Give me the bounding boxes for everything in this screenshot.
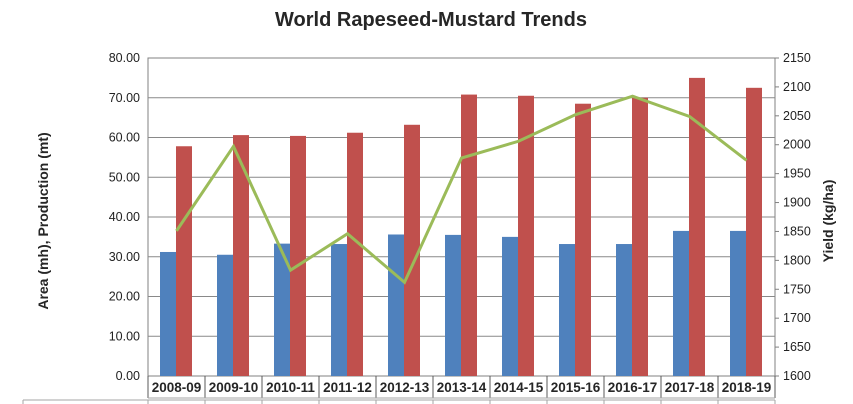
svg-text:Yield (kg/ha): Yield (kg/ha) <box>820 180 836 263</box>
svg-text:0.00: 0.00 <box>116 369 140 383</box>
svg-text:70.00: 70.00 <box>109 91 140 105</box>
svg-text:1600: 1600 <box>783 369 811 383</box>
svg-text:2012-13: 2012-13 <box>380 380 430 395</box>
svg-text:1900: 1900 <box>783 196 811 210</box>
svg-text:2010-11: 2010-11 <box>266 380 315 395</box>
svg-text:2011-12: 2011-12 <box>323 380 372 395</box>
svg-text:2009-10: 2009-10 <box>209 380 259 395</box>
svg-text:2017-18: 2017-18 <box>665 380 715 395</box>
svg-text:40.00: 40.00 <box>109 210 140 224</box>
svg-text:1750: 1750 <box>783 282 811 296</box>
svg-text:2015-16: 2015-16 <box>551 380 601 395</box>
svg-text:60.00: 60.00 <box>109 131 140 145</box>
svg-text:1650: 1650 <box>783 340 811 354</box>
svg-text:80.00: 80.00 <box>109 51 140 65</box>
svg-text:1700: 1700 <box>783 311 811 325</box>
svg-text:2008-09: 2008-09 <box>152 380 202 395</box>
svg-text:World Rapeseed-Mustard Trends: World Rapeseed-Mustard Trends <box>275 9 587 31</box>
svg-text:2014-15: 2014-15 <box>494 380 544 395</box>
svg-text:2013-14: 2013-14 <box>437 380 487 395</box>
svg-text:2150: 2150 <box>783 51 811 65</box>
svg-text:2050: 2050 <box>783 109 811 123</box>
svg-text:2016-17: 2016-17 <box>608 380 658 395</box>
svg-text:10.00: 10.00 <box>109 329 140 343</box>
svg-text:Area (mh), Production (mt): Area (mh), Production (mt) <box>35 132 51 309</box>
svg-text:2100: 2100 <box>783 80 811 94</box>
svg-text:20.00: 20.00 <box>109 290 140 304</box>
svg-text:1850: 1850 <box>783 224 811 238</box>
svg-text:50.00: 50.00 <box>109 170 140 184</box>
svg-text:1800: 1800 <box>783 253 811 267</box>
svg-text:1950: 1950 <box>783 167 811 181</box>
svg-text:30.00: 30.00 <box>109 250 140 264</box>
svg-text:2018-19: 2018-19 <box>722 380 772 395</box>
svg-text:2000: 2000 <box>783 138 811 152</box>
